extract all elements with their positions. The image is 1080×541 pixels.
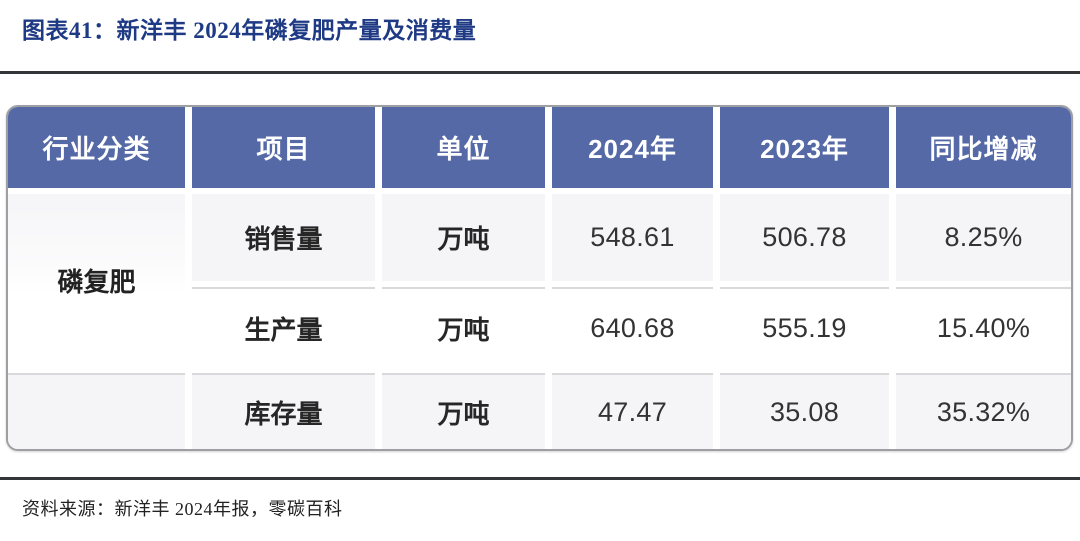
row-sales-2024: 548.61 (552, 194, 713, 281)
row-sales-item: 销售量 (192, 194, 375, 281)
row-production-unit: 万吨 (382, 287, 545, 367)
row-inventory-item: 库存量 (192, 373, 375, 449)
row-sales-2023: 506.78 (720, 194, 889, 281)
row-production-2024: 640.68 (552, 287, 713, 367)
row-inventory-unit: 万吨 (382, 373, 545, 449)
title-divider (0, 71, 1080, 74)
col-header-2024: 2024年 (552, 107, 713, 188)
figure-title: 图表41：新洋丰 2024年磷复肥产量及消费量 (22, 18, 477, 43)
col-header-industry: 行业分类 (8, 107, 185, 188)
col-header-item: 项目 (192, 107, 375, 188)
row-production-item: 生产量 (192, 287, 375, 367)
fertilizer-data-table: 行业分类 项目 单位 2024年 2023年 同比增减 磷复肥 销售量 万吨 5… (6, 105, 1073, 451)
row-production-2023: 555.19 (720, 287, 889, 367)
source-note: 资料来源：新洋丰 2024年报，零碳百科 (22, 499, 343, 519)
row-inventory-2024: 47.47 (552, 373, 713, 449)
row-inventory-yoy: 35.32% (896, 373, 1071, 449)
row-sales-yoy: 8.25% (896, 194, 1071, 281)
row-sales-unit: 万吨 (382, 194, 545, 281)
col-header-yoy: 同比增减 (896, 107, 1071, 188)
source-divider (0, 477, 1080, 480)
col-header-2023: 2023年 (720, 107, 889, 188)
row-production-yoy: 15.40% (896, 287, 1071, 367)
category-cell-linfufei: 磷复肥 (8, 194, 185, 367)
col-header-unit: 单位 (382, 107, 545, 188)
row-inventory-2023: 35.08 (720, 373, 889, 449)
category-empty-cell (8, 373, 185, 449)
